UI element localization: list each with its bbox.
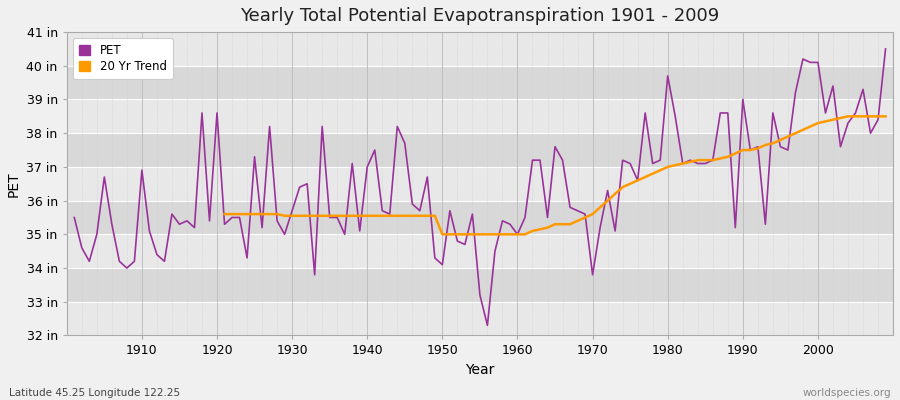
Bar [67,100,893,133]
PET [519,215,530,220]
PET [512,232,523,237]
Bar [67,32,893,66]
20 Yr Trend [564,222,575,227]
Bar [67,234,893,268]
Line: PET: PET [75,49,886,325]
20 Yr Trend [437,232,448,237]
PET [129,259,140,264]
Legend: PET, 20 Yr Trend: PET, 20 Yr Trend [73,38,173,79]
Bar [67,201,893,234]
20 Yr Trend [813,121,824,126]
Bar [67,66,893,100]
20 Yr Trend [842,114,853,119]
Text: worldspecies.org: worldspecies.org [803,388,891,398]
Bar [67,133,893,167]
Bar [67,302,893,336]
PET [880,46,891,51]
20 Yr Trend [355,213,365,218]
20 Yr Trend [287,213,298,218]
Bar [67,268,893,302]
X-axis label: Year: Year [465,363,495,377]
PET [69,215,80,220]
Line: 20 Yr Trend: 20 Yr Trend [224,116,886,234]
Y-axis label: PET: PET [7,171,21,196]
20 Yr Trend [219,212,230,216]
20 Yr Trend [482,232,493,237]
20 Yr Trend [880,114,891,119]
PET [609,228,620,233]
Bar [67,167,893,201]
PET [482,323,493,328]
PET [294,185,305,190]
PET [339,232,350,237]
Text: Latitude 45.25 Longitude 122.25: Latitude 45.25 Longitude 122.25 [9,388,180,398]
Title: Yearly Total Potential Evapotranspiration 1901 - 2009: Yearly Total Potential Evapotranspiratio… [240,7,719,25]
20 Yr Trend [302,213,312,218]
